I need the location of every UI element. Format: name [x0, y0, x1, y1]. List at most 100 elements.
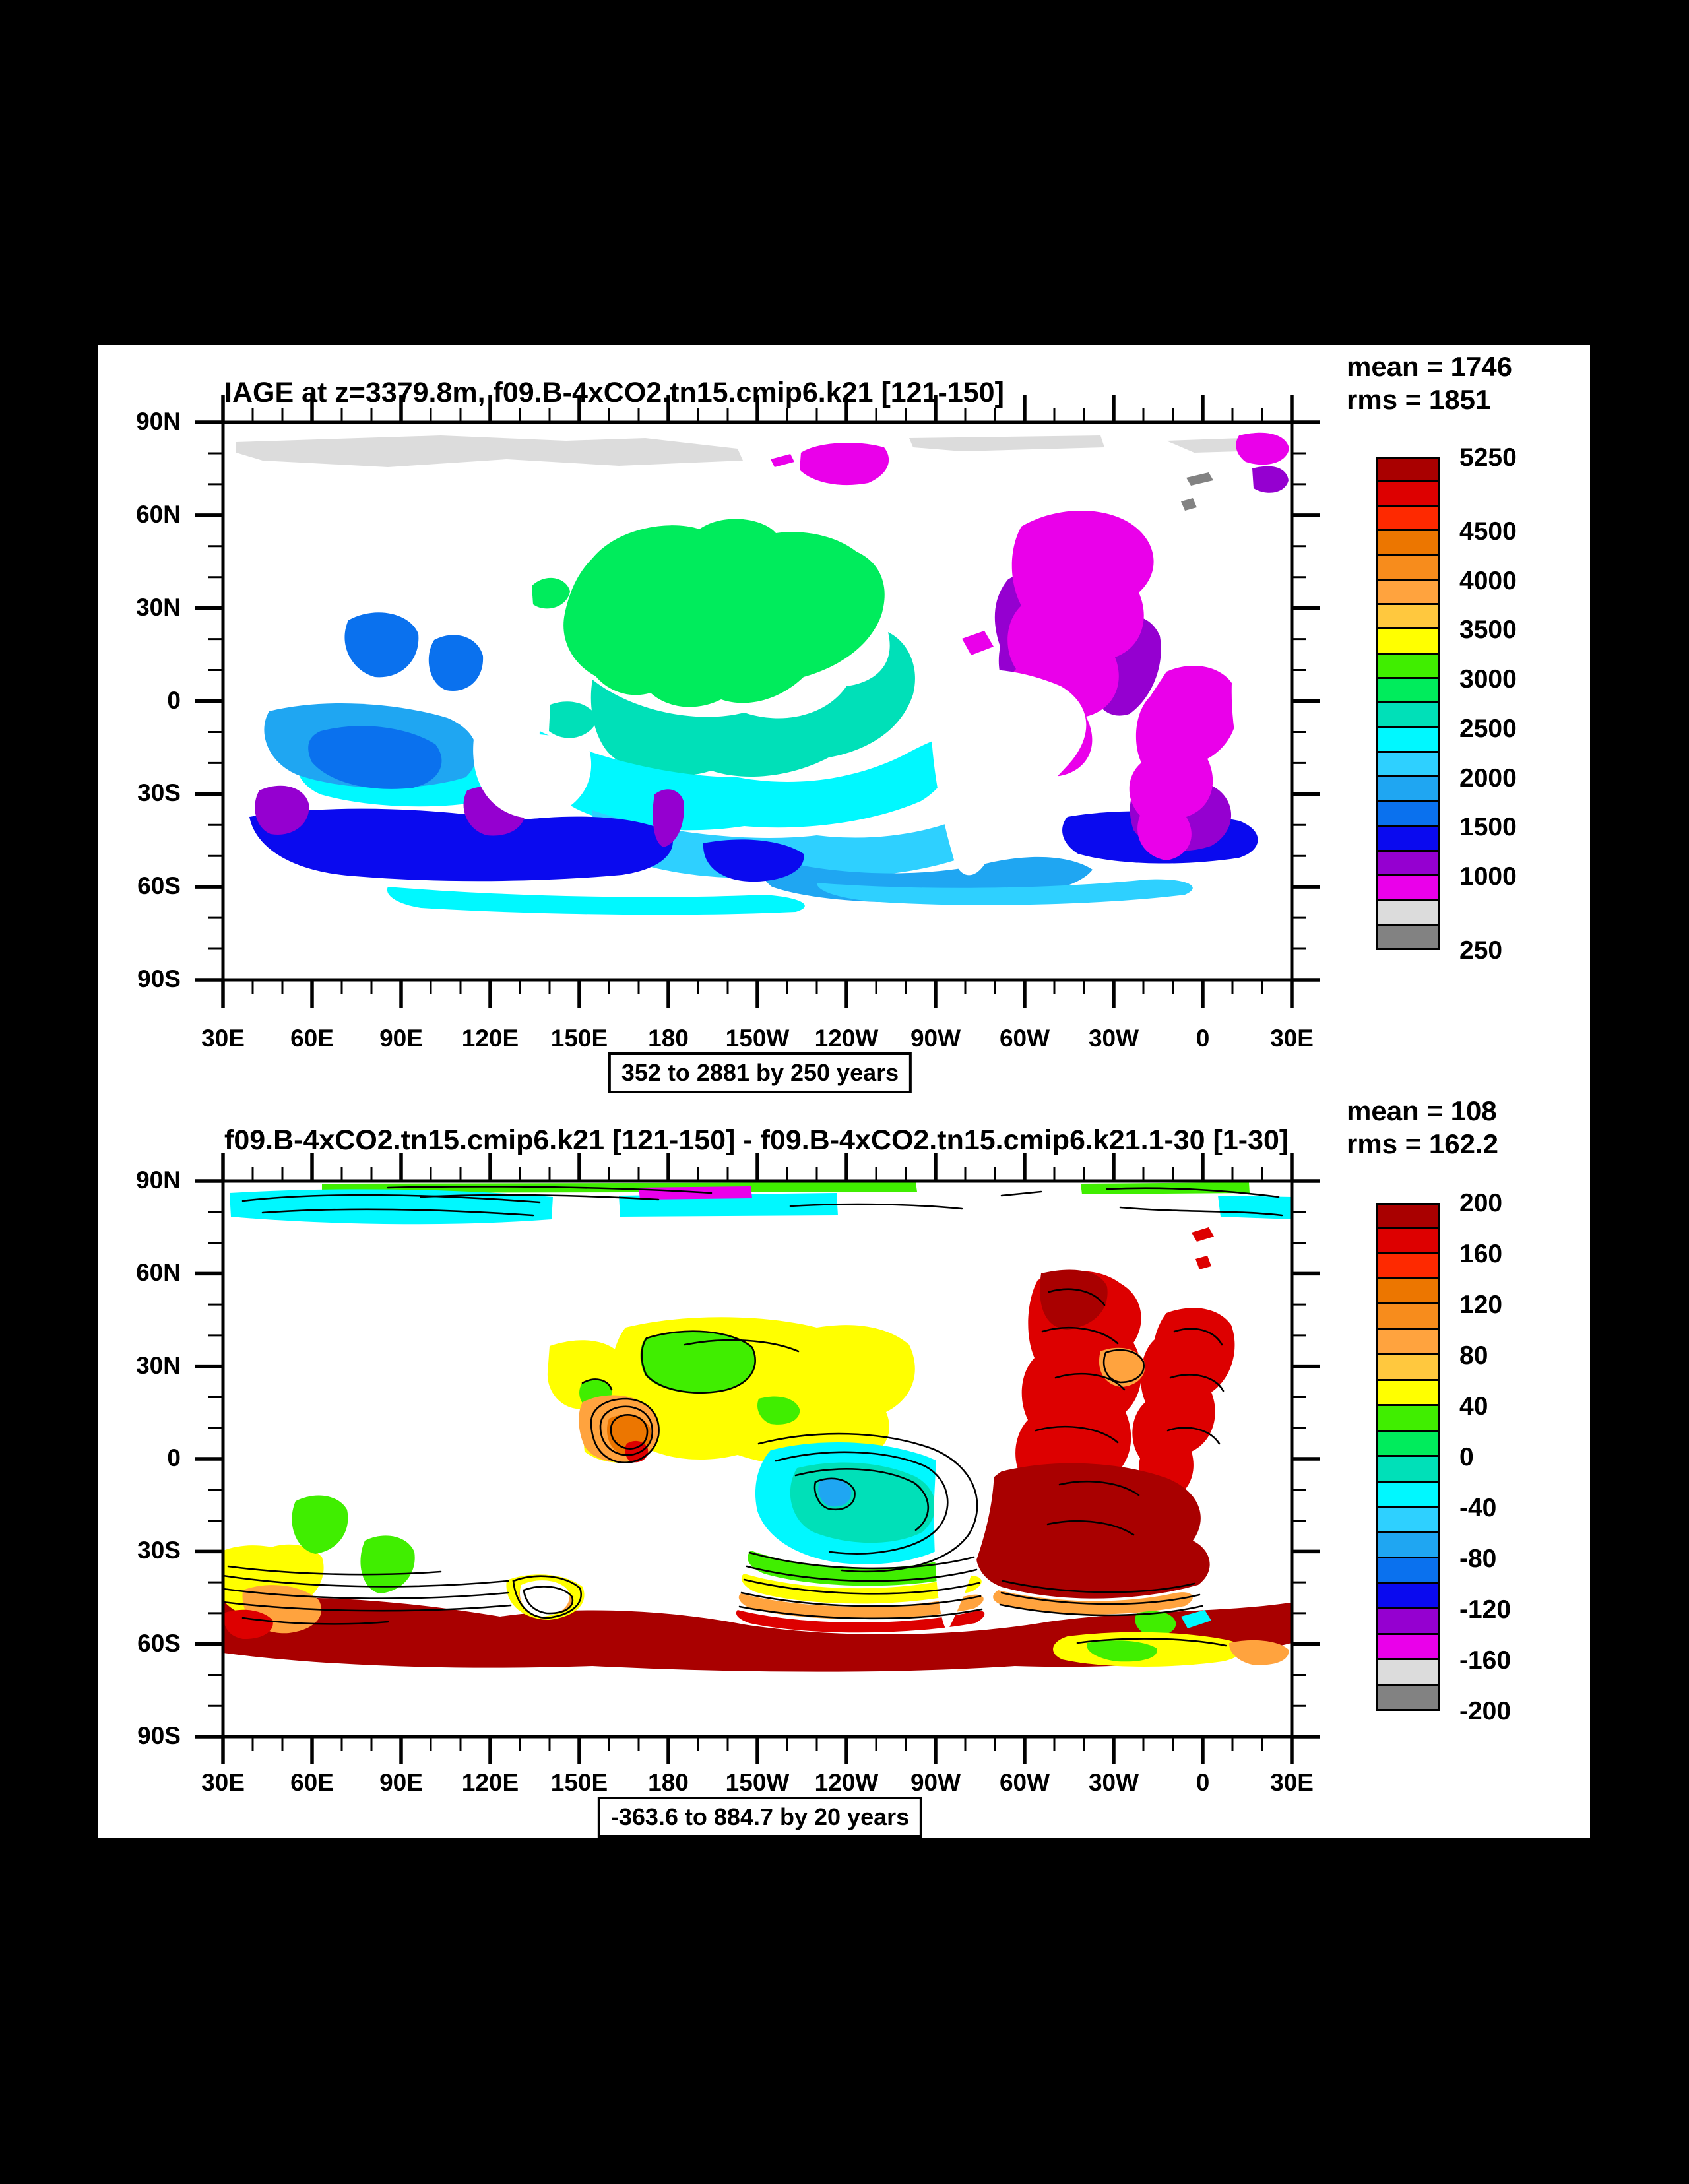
lon-tick-label: 60W [999, 1025, 1050, 1052]
lon-tick-label: 30E [1270, 1769, 1314, 1796]
lat-tick-label: 0 [167, 1444, 181, 1471]
figure-page: IAGE at z=3379.8m, f09.B-4xCO2.tn15.cmip… [98, 345, 1590, 1838]
lon-tick-label: 150E [550, 1025, 608, 1052]
lon-tick-label: 30E [201, 1025, 245, 1052]
colorbar-cell [1376, 1609, 1440, 1635]
colorbar-cell [1376, 703, 1440, 728]
colorbar-cell [1376, 1508, 1440, 1533]
colorbar-tick-label: 0 [1459, 1443, 1474, 1471]
lon-tick-label: 120W [814, 1769, 879, 1796]
colorbar-cell [1376, 1457, 1440, 1483]
lat-tick-label: 30N [136, 593, 181, 621]
colorbar-cell [1376, 1355, 1440, 1381]
lat-tick-label: 30S [137, 779, 181, 807]
colorbar-tick-label: 40 [1459, 1392, 1488, 1421]
colorbar-tick-label: 4000 [1459, 566, 1517, 595]
lon-tick-label: 120E [461, 1769, 519, 1796]
lon-tick-label: 150W [725, 1769, 790, 1796]
colorbar-cell [1376, 901, 1440, 926]
colorbar-cell [1376, 1380, 1440, 1406]
lon-tick-label: 90W [910, 1025, 961, 1052]
colorbar-cell [1376, 1482, 1440, 1508]
panel2-stats: mean = 108 rms = 162.2 [1347, 1095, 1498, 1161]
colorbar-cell [1376, 1203, 1440, 1229]
colorbar-cell [1376, 1533, 1440, 1558]
lon-tick-label: 90E [379, 1025, 423, 1052]
panel1-stats: mean = 1746 rms = 1851 [1347, 350, 1512, 416]
lat-tick-label: 30S [137, 1537, 181, 1564]
colorbar-tick-label: 3000 [1459, 665, 1517, 694]
colorbar-cell [1376, 1254, 1440, 1279]
lon-tick-label: 30W [1088, 1025, 1139, 1052]
map-panel2 [195, 1153, 1320, 1764]
colorbar-cell [1376, 851, 1440, 876]
colorbar-tick-label: -40 [1459, 1494, 1497, 1522]
colorbar-tick-label: 80 [1459, 1341, 1488, 1370]
panel2-colorbar [1376, 1203, 1440, 1711]
lon-tick-label: 90E [379, 1769, 423, 1796]
filled-contour-field-top [236, 432, 1292, 915]
colorbar-tick-label: 2500 [1459, 714, 1517, 743]
lon-tick-label: 30E [1270, 1025, 1314, 1052]
colorbar-cell [1376, 1660, 1440, 1686]
lat-tick-label: 60S [137, 872, 181, 900]
colorbar-cell [1376, 605, 1440, 630]
colorbar-tick-label: 5250 [1459, 443, 1517, 472]
colorbar-cell [1376, 1330, 1440, 1355]
axis-ticks [195, 1153, 1320, 1764]
map-bottom-difference-field [195, 1153, 1320, 1764]
colorbar-cell [1376, 876, 1440, 901]
lat-tick-label: 90N [136, 1167, 181, 1194]
colorbar-tick-label: -120 [1459, 1595, 1512, 1624]
lon-tick-label: 60E [290, 1769, 334, 1796]
panel1-range-caption: 352 to 2881 by 250 years [608, 1052, 912, 1093]
colorbar-cell [1376, 777, 1440, 802]
contour-lines [222, 1186, 1283, 1647]
colorbar-cell [1376, 1558, 1440, 1584]
panel2-mean-value: mean = 108 [1347, 1095, 1497, 1126]
lat-tick-label: 90S [137, 1722, 181, 1749]
colorbar-cell [1376, 1685, 1440, 1711]
panel2-range-caption: -363.6 to 884.7 by 20 years [597, 1797, 923, 1838]
axis-ticks [195, 395, 1320, 1008]
lon-tick-label: 150W [725, 1025, 790, 1052]
colorbar-tick-label: -160 [1459, 1646, 1512, 1675]
colorbar-cell [1376, 1431, 1440, 1457]
lon-tick-label: 60E [290, 1025, 334, 1052]
lon-tick-label: 150E [550, 1769, 608, 1796]
lat-tick-label: 90S [137, 965, 181, 992]
colorbar-cell [1376, 506, 1440, 532]
colorbar-tick-label: 1500 [1459, 813, 1517, 842]
lon-tick-label: 60W [999, 1769, 1050, 1796]
colorbar-cell [1376, 531, 1440, 556]
colorbar-tick-label: 160 [1459, 1240, 1503, 1268]
colorbar-tick-label: 250 [1459, 936, 1503, 965]
panel1-rms-value: rms = 1851 [1347, 384, 1491, 415]
colorbar-cell [1376, 1634, 1440, 1660]
colorbar-cell [1376, 1304, 1440, 1330]
colorbar-tick-label: 1000 [1459, 862, 1517, 891]
lon-tick-label: 120W [814, 1025, 879, 1052]
colorbar-cell [1376, 580, 1440, 606]
colorbar-cell [1376, 1279, 1440, 1304]
lon-tick-label: 120E [461, 1025, 519, 1052]
lat-tick-label: 60N [136, 500, 181, 528]
colorbar-cell [1376, 679, 1440, 704]
colorbar-tick-label: -200 [1459, 1697, 1512, 1725]
map-top-iage-field [195, 395, 1320, 1008]
panel1-mean-value: mean = 1746 [1347, 351, 1513, 382]
colorbar-cell [1376, 925, 1440, 950]
colorbar-tick-label: 200 [1459, 1189, 1503, 1217]
colorbar-cell [1376, 1584, 1440, 1609]
colorbar-cell [1376, 556, 1440, 581]
colorbar-cell [1376, 1228, 1440, 1254]
colorbar-tick-label: 2000 [1459, 763, 1517, 792]
lon-tick-label: 180 [648, 1769, 689, 1796]
colorbar-cell [1376, 629, 1440, 655]
colorbar-tick-label: 3500 [1459, 616, 1517, 645]
lat-tick-label: 30N [136, 1351, 181, 1379]
lon-tick-label: 90W [910, 1769, 961, 1796]
lat-tick-label: 60S [137, 1629, 181, 1657]
colorbar-cell [1376, 753, 1440, 778]
